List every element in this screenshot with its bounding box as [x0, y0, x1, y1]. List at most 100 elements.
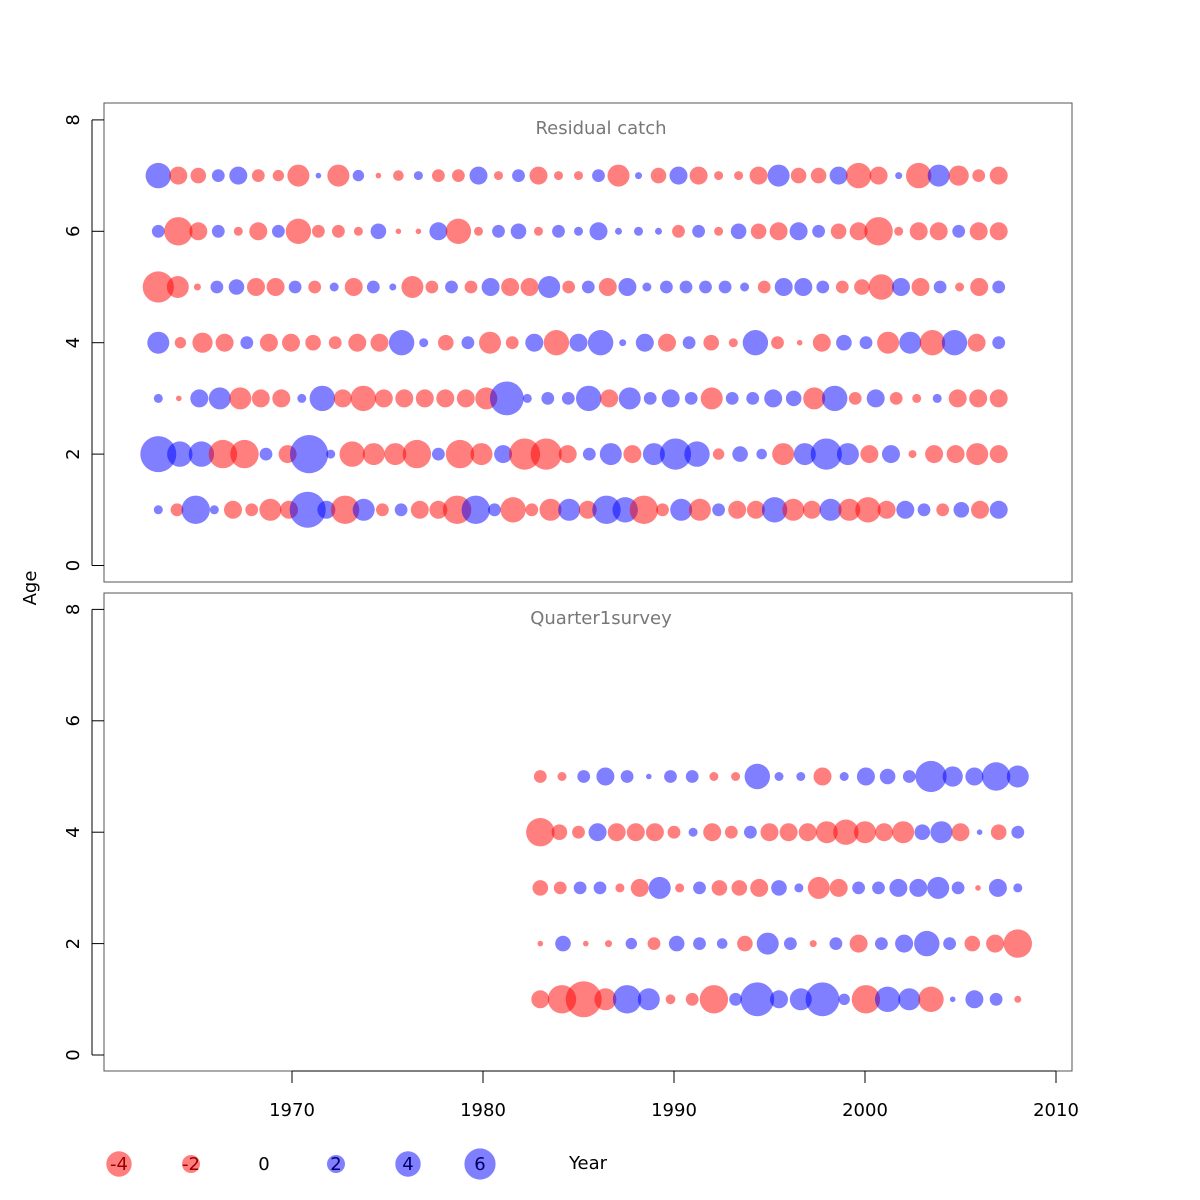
residual-bubble — [731, 880, 748, 896]
residual-bubble — [988, 878, 1007, 897]
residual-bubble — [802, 500, 821, 519]
residual-bubble — [247, 278, 265, 296]
residual-bubble — [699, 985, 729, 1014]
residual-bubble — [526, 818, 555, 847]
residual-bubble — [1011, 825, 1025, 839]
residual-bubble — [668, 935, 685, 952]
residual-bubble — [415, 389, 434, 408]
residual-bubble — [647, 937, 661, 950]
residual-bubble — [312, 224, 325, 238]
residual-bubble — [810, 167, 827, 184]
residual-bubble — [530, 438, 562, 470]
residual-bubble — [989, 992, 1003, 1006]
residual-bubble — [308, 280, 322, 294]
residual-bubble — [796, 339, 803, 346]
residual-bubble — [729, 992, 742, 1006]
residual-bubble — [798, 823, 817, 842]
residual-bubble — [362, 443, 385, 466]
residual-bubble — [211, 169, 225, 183]
residual-bubble — [756, 932, 779, 955]
residual-bubble — [874, 986, 901, 1012]
residual-bubble — [912, 393, 922, 403]
residual-bubble — [882, 445, 900, 464]
residual-bubble — [615, 227, 622, 235]
residual-bubble — [488, 503, 501, 517]
residual-bubble — [452, 169, 465, 183]
residual-bubble — [1003, 929, 1032, 958]
bubbles-group — [140, 162, 1032, 1018]
residual-bubble — [655, 227, 662, 235]
residual-bubble — [667, 825, 681, 839]
residual-bubble — [712, 503, 725, 517]
residual-bubble — [456, 389, 475, 408]
residual-bubble — [750, 878, 769, 897]
residual-bubble — [464, 280, 478, 294]
residual-bubble — [809, 940, 817, 948]
residual-bubble — [756, 448, 767, 460]
residual-bubble — [899, 331, 922, 354]
residual-bubble — [930, 821, 953, 844]
residual-bubble — [914, 930, 940, 957]
residual-bubble — [875, 937, 888, 950]
x-axis-label: Year — [568, 1153, 608, 1174]
residual-bubble — [685, 770, 699, 783]
residual-bubble — [909, 878, 928, 897]
residual-bubble — [992, 280, 1006, 294]
residual-bubble — [353, 226, 363, 236]
residual-bubble — [593, 881, 607, 895]
residual-bubble — [810, 438, 842, 470]
residual-bubble — [259, 447, 273, 461]
residual-bubble — [525, 333, 544, 352]
residual-bubble — [789, 222, 808, 241]
residual-bubble — [370, 223, 387, 240]
residual-bubble — [287, 164, 310, 187]
x-tick-label: 1990 — [651, 1100, 697, 1121]
residual-bubble — [688, 498, 711, 521]
residual-bubble — [581, 280, 595, 294]
residual-bubble — [562, 280, 576, 294]
residual-bubble — [209, 505, 219, 515]
residual-bubble — [605, 940, 612, 948]
residual-bubble — [394, 503, 408, 517]
residual-bubble — [153, 505, 163, 515]
residual-bubble — [494, 445, 513, 464]
residual-bubble — [892, 278, 910, 296]
residual-bubble — [551, 824, 568, 840]
residual-bubble — [700, 387, 723, 410]
residual-bubble — [711, 880, 728, 896]
residual-bubble — [917, 503, 931, 517]
residual-bubble — [489, 381, 524, 416]
residual-bubble — [181, 495, 210, 524]
residual-bubble — [289, 491, 326, 528]
residual-bubble — [970, 278, 989, 296]
residual-bubble — [790, 167, 807, 184]
residual-bubble — [512, 169, 525, 183]
residual-bubble — [170, 503, 184, 517]
residual-bubble — [558, 498, 581, 521]
residual-bubble — [594, 988, 617, 1011]
residual-bubble — [757, 280, 771, 294]
residual-bubble — [153, 393, 163, 403]
residual-bubble — [592, 495, 621, 524]
residual-bubble — [211, 224, 225, 238]
residual-bubble — [849, 222, 868, 241]
residual-bubble — [772, 443, 795, 466]
residual-bubble — [388, 330, 415, 356]
residual-bubble — [794, 883, 804, 893]
residual-bubble — [166, 276, 189, 298]
residual-bubble — [245, 503, 259, 517]
residual-bubble — [174, 337, 187, 349]
residual-bubble — [889, 392, 903, 405]
residual-bubble — [305, 334, 321, 351]
residual-bubble — [315, 172, 322, 179]
residual-bubble — [732, 446, 748, 462]
residual-bubble — [896, 500, 915, 519]
residual-bubble — [992, 336, 1006, 350]
residual-bubble — [692, 224, 705, 238]
residual-bubble — [746, 500, 765, 519]
residual-bubble — [629, 495, 659, 524]
y-tick-label: 4 — [63, 826, 84, 837]
residual-bubble — [989, 445, 1008, 464]
y-axis-label: Age — [20, 571, 41, 606]
